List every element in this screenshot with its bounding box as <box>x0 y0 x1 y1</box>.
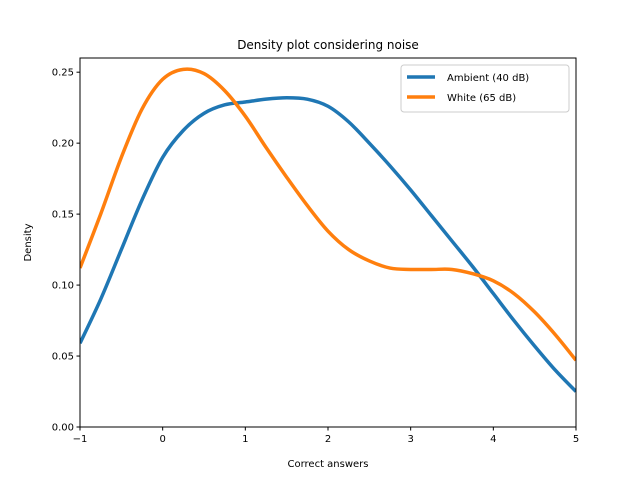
y-axis-ticks: 0.00 0.05 0.10 0.15 0.20 0.25 <box>52 68 80 434</box>
y-tick-label: 0.05 <box>52 352 74 363</box>
x-tick-label: −1 <box>73 434 88 445</box>
x-tick-label: 4 <box>490 434 496 445</box>
x-tick-label: 3 <box>407 434 413 445</box>
x-tick-label: 2 <box>325 434 331 445</box>
x-tick-label: 1 <box>242 434 248 445</box>
chart-title: Density plot considering noise <box>237 38 419 52</box>
series-layer <box>80 67 576 393</box>
y-tick-label: 0.15 <box>52 210 74 221</box>
x-tick-label: 0 <box>159 434 165 445</box>
plot-frame <box>79 57 577 428</box>
x-axis-ticks: −1 0 1 2 3 4 5 <box>73 427 579 445</box>
series-line-white <box>80 67 576 362</box>
y-tick-label: 0.10 <box>52 281 74 292</box>
legend-label: Ambient (40 dB) <box>447 73 529 84</box>
legend: Ambient (40 dB) White (65 dB) <box>400 64 570 113</box>
series-line-ambient <box>80 95 576 393</box>
y-tick-label: 0.00 <box>52 423 74 434</box>
legend-label: White (65 dB) <box>447 93 516 104</box>
x-axis-label: Correct answers <box>287 459 368 470</box>
x-tick-label: 5 <box>573 434 579 445</box>
y-tick-label: 0.25 <box>52 68 74 79</box>
y-tick-label: 0.20 <box>52 139 74 150</box>
legend-box <box>400 64 570 113</box>
y-axis-label: Density <box>23 223 34 261</box>
